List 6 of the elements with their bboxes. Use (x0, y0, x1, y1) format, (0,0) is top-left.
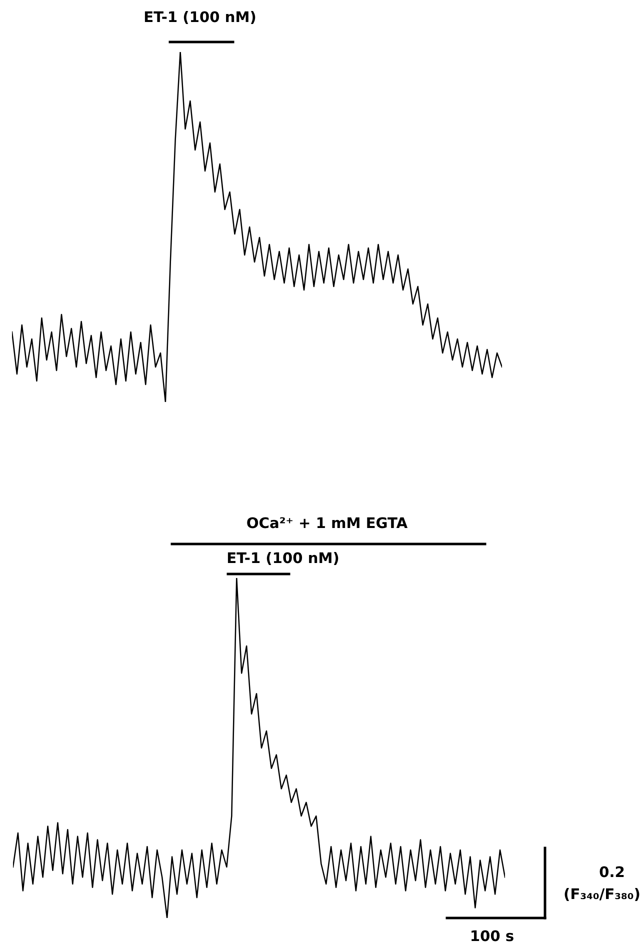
text: ET-1 (100 nM) (144, 10, 256, 24)
text: ET-1 (100 nM) (228, 552, 338, 565)
text: 100 s (472, 930, 514, 942)
text: OCa²⁺ + 1 mM EGTA (247, 517, 408, 528)
text: (F₃₄₀/F₃₈₀) (564, 888, 640, 901)
text: 0.2 (600, 866, 624, 878)
